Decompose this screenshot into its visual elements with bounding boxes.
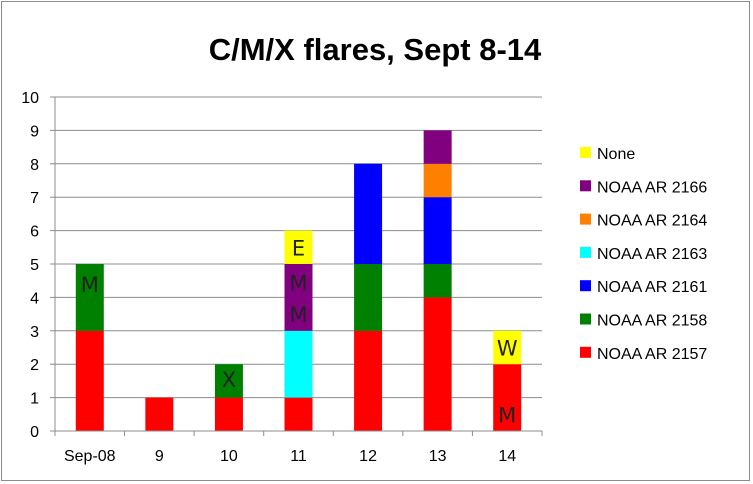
y-tick-label: 5 bbox=[30, 257, 39, 274]
legend-swatch bbox=[580, 313, 591, 325]
y-tick-label: 7 bbox=[30, 190, 39, 207]
y-tick-label: 9 bbox=[30, 123, 39, 140]
bar-segment bbox=[354, 330, 383, 431]
x-tick-label: 13 bbox=[429, 448, 447, 465]
y-tick-label: 6 bbox=[30, 224, 39, 241]
legend-swatch bbox=[580, 180, 591, 192]
bar-annotation: E bbox=[292, 236, 305, 260]
legend-label: NOAA AR 2157 bbox=[597, 346, 707, 363]
bar-segment bbox=[354, 163, 383, 264]
legend-label: NOAA AR 2163 bbox=[597, 246, 707, 263]
x-axis: Sep-08 9 10 11 12 13 14 bbox=[54, 97, 543, 465]
bar-annotation: M bbox=[498, 403, 516, 427]
legend: None NOAA AR 2166 NOAA AR 2164 NOAA AR 2163… bbox=[580, 146, 707, 363]
bar-segment bbox=[284, 264, 313, 331]
legend-swatch bbox=[580, 246, 591, 258]
bar-segment bbox=[493, 364, 522, 431]
legend-label: NOAA AR 2158 bbox=[597, 313, 707, 330]
bar-segment bbox=[284, 230, 313, 264]
bar-segment bbox=[75, 264, 104, 331]
bar-segment bbox=[423, 163, 452, 198]
x-tick-label: 12 bbox=[359, 448, 377, 465]
y-axis-ticks: 0 1 2 3 4 5 6 7 8 9 10 bbox=[21, 90, 55, 441]
bar-annotation: M bbox=[289, 271, 307, 295]
bar-segment bbox=[284, 397, 313, 431]
chart-title: C/M/X flares, Sept 8-14 bbox=[209, 32, 542, 67]
bar-annotation: W bbox=[497, 337, 518, 361]
y-tick-label: 8 bbox=[30, 157, 39, 174]
legend-label: NOAA AR 2166 bbox=[597, 179, 707, 196]
bar-segment bbox=[214, 364, 243, 398]
legend-swatch bbox=[580, 213, 591, 225]
bar-segment bbox=[75, 330, 104, 431]
bar-segment bbox=[284, 330, 313, 398]
y-tick-label: 3 bbox=[30, 324, 39, 341]
bar-segment bbox=[493, 330, 522, 365]
legend-swatch bbox=[580, 147, 591, 158]
bar-segment bbox=[145, 397, 174, 431]
x-tick-label: 9 bbox=[155, 448, 164, 465]
legend-swatch bbox=[580, 346, 591, 358]
bar-annotation: X bbox=[222, 368, 236, 392]
x-tick-label: 11 bbox=[290, 448, 307, 465]
bar-segment bbox=[423, 297, 452, 431]
legend-label: None bbox=[597, 146, 635, 163]
y-tick-label: 1 bbox=[30, 391, 39, 408]
y-tick-label: 4 bbox=[30, 290, 39, 307]
legend-label: NOAA AR 2164 bbox=[597, 213, 707, 230]
bar-segment bbox=[423, 264, 452, 298]
bars bbox=[75, 130, 522, 431]
bar-segment bbox=[214, 397, 243, 431]
y-tick-label: 10 bbox=[21, 90, 39, 107]
y-tick-label: 2 bbox=[30, 357, 39, 374]
bar-annotation: M bbox=[81, 273, 99, 297]
x-tick-label: Sep-08 bbox=[64, 448, 116, 465]
x-tick-label: 10 bbox=[220, 448, 238, 465]
x-tick-label: 14 bbox=[498, 448, 516, 465]
bar-segment bbox=[423, 197, 452, 264]
bar-annotation: M bbox=[289, 303, 307, 327]
bar-segment bbox=[423, 130, 452, 164]
legend-label: NOAA AR 2161 bbox=[597, 279, 707, 296]
legend-swatch bbox=[580, 280, 591, 292]
bar-segment bbox=[354, 264, 383, 331]
y-tick-label: 0 bbox=[30, 424, 39, 441]
